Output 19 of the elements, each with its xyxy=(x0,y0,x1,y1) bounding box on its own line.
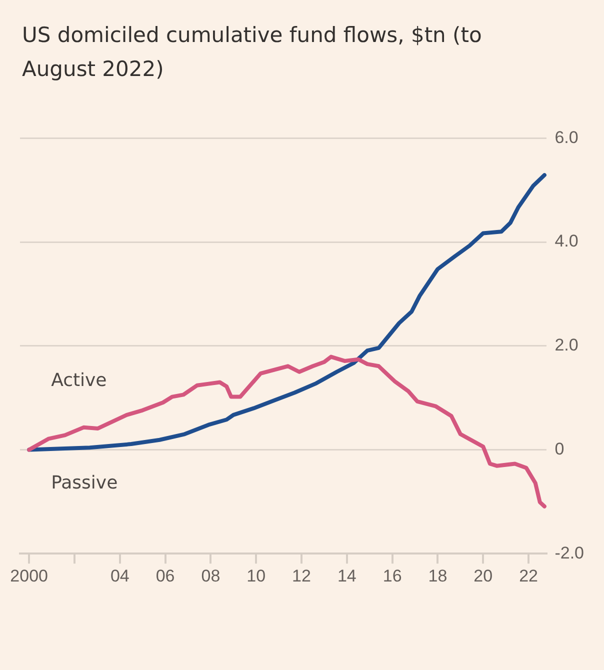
x-tick-label: 12 xyxy=(292,566,311,586)
x-tick-label: 16 xyxy=(382,566,402,586)
chart-title: US domiciled cumulative fund flows, $tn (to August 2022) xyxy=(22,22,483,83)
series-label: Active xyxy=(51,370,107,392)
y-tick-label: 2.0 xyxy=(554,336,578,355)
y-tick-label: 6.0 xyxy=(554,128,578,147)
x-tick-label: 2000 xyxy=(10,566,48,586)
y-tick-label: -2.0 xyxy=(554,543,584,562)
y-tick-label: 4.0 xyxy=(554,232,578,251)
x-tick-label: 06 xyxy=(156,566,175,586)
x-tick-label: 10 xyxy=(246,566,266,586)
x-tick-label: 08 xyxy=(201,566,220,586)
x-tick-label: 14 xyxy=(337,566,356,586)
x-tick-label: 04 xyxy=(110,566,130,586)
series-label: Passive xyxy=(51,472,118,494)
x-tick-label: 20 xyxy=(474,566,493,586)
x-tick-label: 22 xyxy=(519,566,538,586)
y-tick-label: 0 xyxy=(554,439,564,458)
x-tick-label: 18 xyxy=(428,566,448,586)
